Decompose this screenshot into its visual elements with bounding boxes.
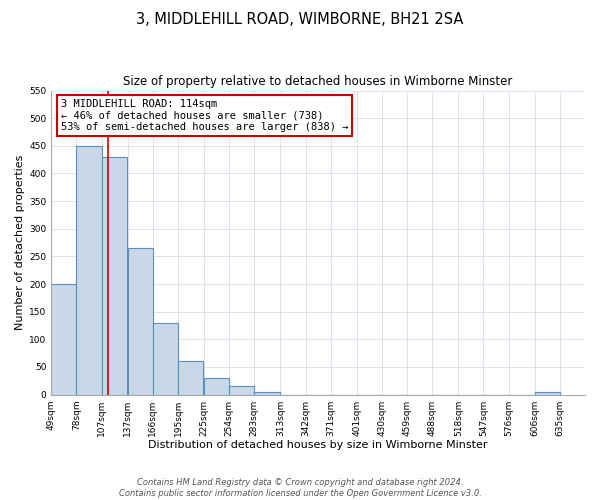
Text: Contains HM Land Registry data © Crown copyright and database right 2024.
Contai: Contains HM Land Registry data © Crown c… <box>119 478 481 498</box>
Bar <box>229 386 254 394</box>
Bar <box>535 392 560 394</box>
X-axis label: Distribution of detached houses by size in Wimborne Minster: Distribution of detached houses by size … <box>148 440 488 450</box>
Y-axis label: Number of detached properties: Number of detached properties <box>15 155 25 330</box>
Bar <box>254 392 280 394</box>
Bar <box>204 378 229 394</box>
Title: Size of property relative to detached houses in Wimborne Minster: Size of property relative to detached ho… <box>124 75 513 88</box>
Text: 3 MIDDLEHILL ROAD: 114sqm
← 46% of detached houses are smaller (738)
53% of semi: 3 MIDDLEHILL ROAD: 114sqm ← 46% of detac… <box>61 99 349 132</box>
Text: 3, MIDDLEHILL ROAD, WIMBORNE, BH21 2SA: 3, MIDDLEHILL ROAD, WIMBORNE, BH21 2SA <box>136 12 464 28</box>
Bar <box>178 362 203 394</box>
Bar <box>153 322 178 394</box>
Bar <box>101 157 127 394</box>
Bar <box>128 248 153 394</box>
Bar <box>51 284 76 395</box>
Bar <box>76 146 101 394</box>
